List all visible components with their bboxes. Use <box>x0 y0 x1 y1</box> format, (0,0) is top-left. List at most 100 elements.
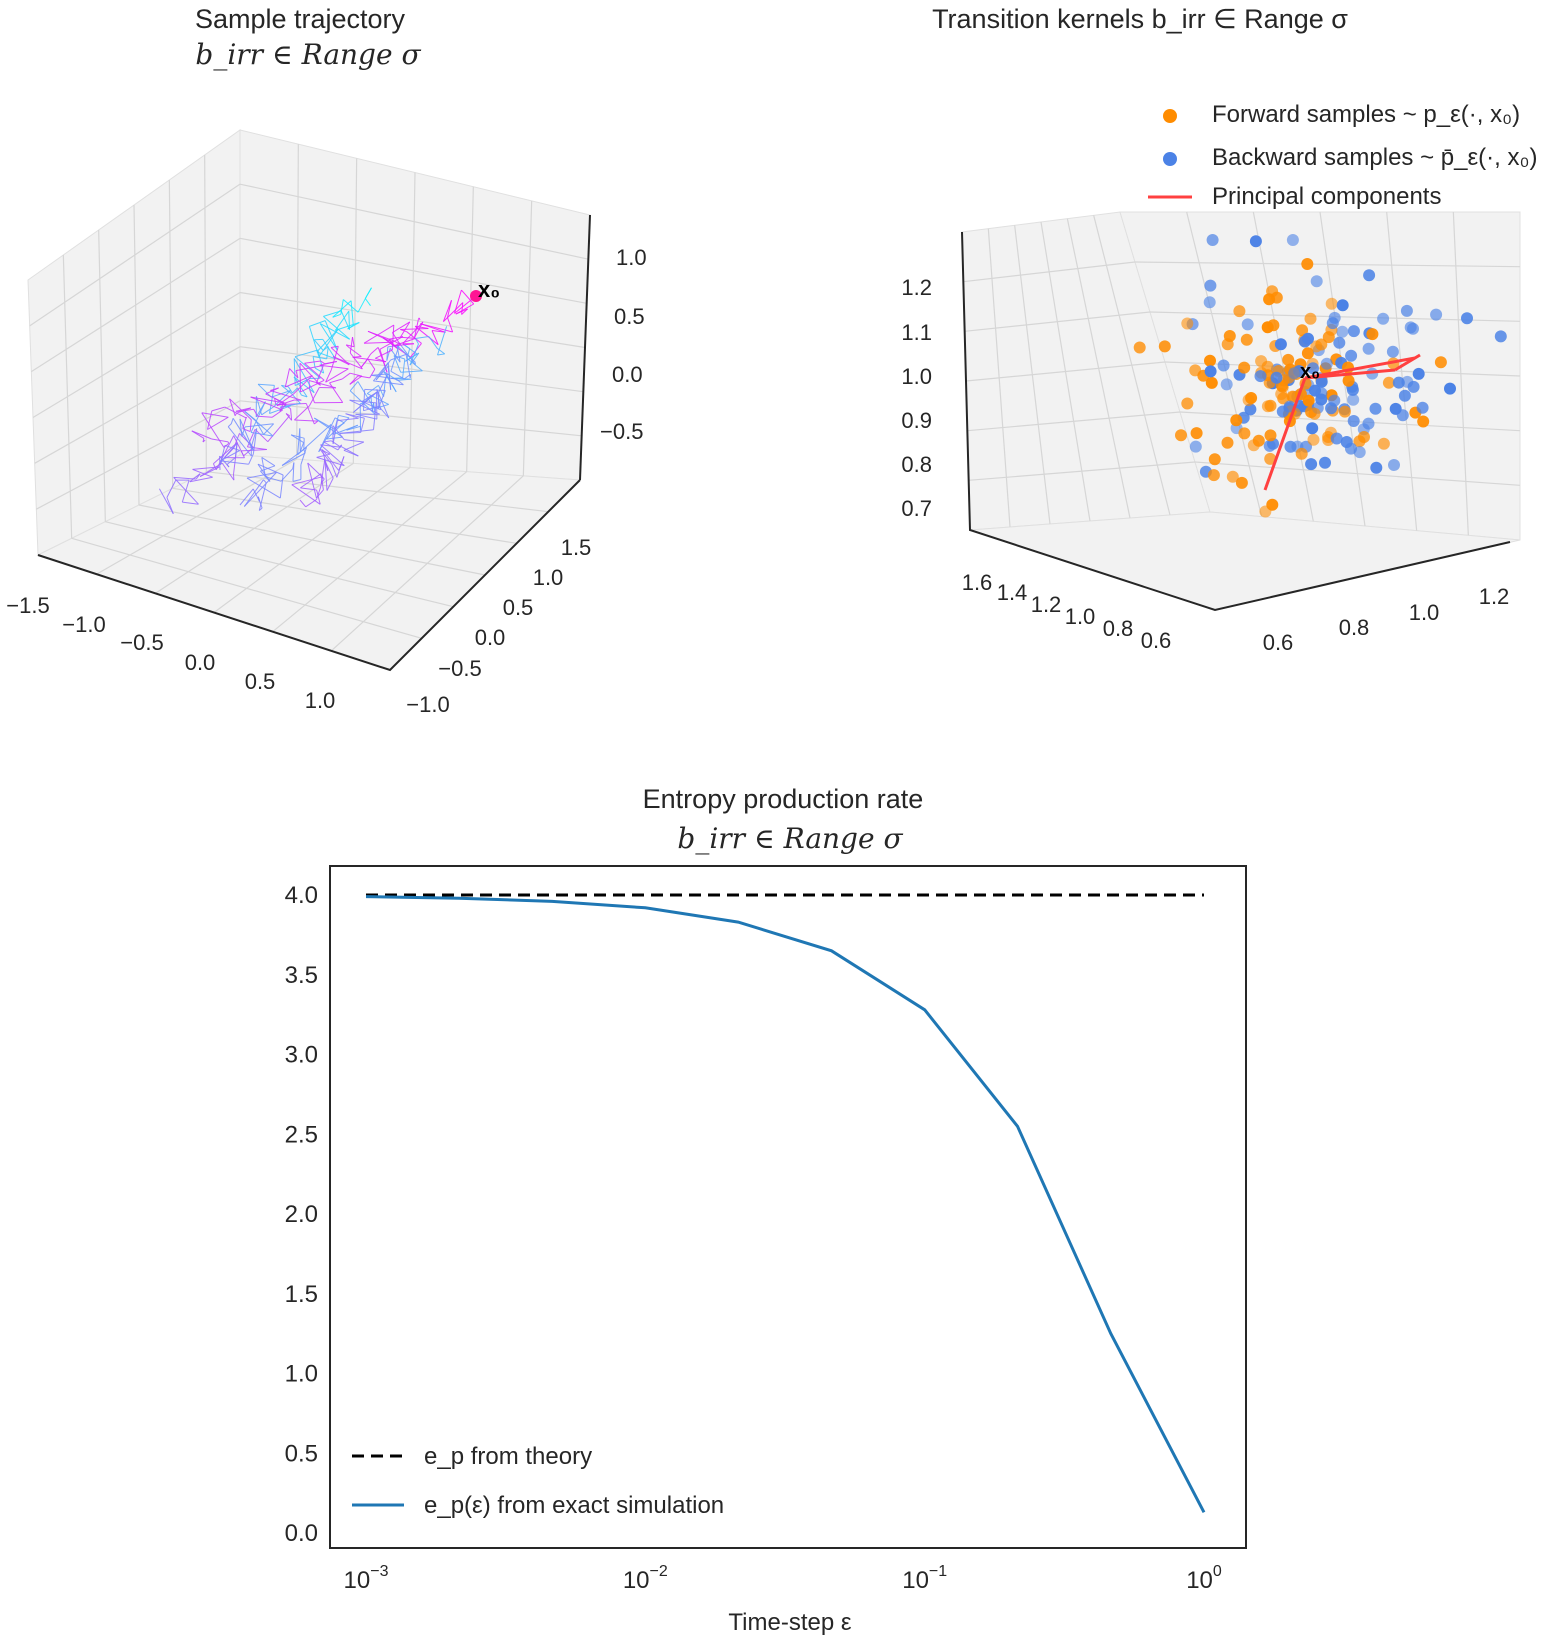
trajectory-segment <box>330 347 350 366</box>
scatter-point <box>1304 312 1317 325</box>
legend-backward-label: Backward samples ~ p̄_ε(·, x₀) <box>1212 144 1537 171</box>
panel-b-x-tick: 1.2 <box>1031 592 1062 617</box>
trajectory-segment <box>201 412 225 448</box>
trajectory-segment <box>316 365 324 383</box>
trajectory-segment <box>191 430 205 439</box>
trajectory-segment <box>215 435 235 471</box>
y-tick-label: 3.5 <box>285 962 318 989</box>
trajectory-segment <box>223 443 229 448</box>
scatter-point <box>1347 325 1360 338</box>
trajectory-segment <box>390 353 407 361</box>
trajectory-segment <box>290 434 305 439</box>
legend-theory-label: e_p from theory <box>424 1443 592 1470</box>
trajectory-segment <box>307 462 317 499</box>
trajectory-segment <box>314 367 324 374</box>
trajectory-segment <box>226 457 236 465</box>
trajectory-segment <box>332 425 345 440</box>
y-tick-label: 0.5 <box>285 1440 318 1467</box>
trajectory-segment <box>265 387 279 395</box>
trajectory-segment <box>284 368 290 388</box>
scatter-point <box>1382 376 1395 389</box>
trajectory-segment <box>367 358 376 370</box>
scatter-point <box>1175 429 1187 442</box>
trajectory-segment <box>199 466 220 477</box>
trajectory-segment <box>313 420 319 425</box>
trajectory-segment <box>334 310 350 331</box>
trajectory-segment <box>301 394 308 398</box>
x-tick-label: 10−1 <box>902 1563 947 1594</box>
trajectory-segment <box>289 368 299 379</box>
trajectory-segment <box>375 359 392 381</box>
x-tick-label: 100 <box>1186 1563 1222 1594</box>
panel-c-legend: e_p from theory e_p(ε) from exact simula… <box>352 1443 724 1519</box>
y-tick-label: 4.0 <box>285 882 318 909</box>
scatter-point <box>1307 433 1320 446</box>
trajectory-segment <box>393 343 415 347</box>
scatter-point <box>1288 367 1301 380</box>
trajectory-segment <box>255 401 266 418</box>
trajectory-segment <box>221 462 235 481</box>
trajectory-segment <box>321 449 340 471</box>
trajectory-segment <box>236 407 252 414</box>
trajectory-segment <box>396 378 404 386</box>
trajectory-segment <box>291 476 323 486</box>
trajectory-segment <box>182 501 199 505</box>
trajectory-segment <box>377 391 380 410</box>
trajectory-segment <box>313 339 324 351</box>
x-tick-label: 10−3 <box>344 1563 389 1594</box>
scatter-point <box>1310 275 1323 288</box>
trajectory-segment <box>303 449 306 454</box>
trajectory-segment <box>242 428 251 432</box>
scatter-point <box>1400 304 1413 317</box>
trajectory-segment <box>349 399 380 415</box>
trajectory-segment <box>316 329 339 353</box>
trajectory-segment <box>213 442 238 465</box>
trajectory-segment <box>299 442 305 452</box>
trajectory-segment <box>392 321 411 334</box>
trajectory-segment <box>250 428 258 448</box>
panel-a-x-tick: −1.5 <box>6 593 49 618</box>
scatter-point <box>1417 415 1430 428</box>
trajectory-segment <box>273 390 292 408</box>
trajectory-segment <box>355 413 378 420</box>
trajectory-segment <box>247 446 267 450</box>
trajectory-segment <box>308 387 320 407</box>
trajectory-segment <box>249 419 252 432</box>
trajectory-segment <box>414 338 419 345</box>
trajectory-segment <box>220 450 240 462</box>
trajectory-segment <box>304 362 325 381</box>
trajectory-segment <box>325 369 332 383</box>
scatter-point <box>1208 453 1221 466</box>
panel-b-x-tick: 1.0 <box>1065 604 1096 629</box>
trajectory-segment <box>294 349 319 358</box>
scatter-point <box>1286 234 1299 246</box>
gridline <box>330 475 524 652</box>
trajectory-segment <box>332 415 339 435</box>
trajectory-segment <box>437 326 448 356</box>
trajectory-segment <box>294 356 321 379</box>
trajectory-segment <box>320 360 326 365</box>
scatter-point <box>1325 402 1338 415</box>
legend-simulation-label: e_p(ε) from exact simulation <box>424 1492 724 1519</box>
scatter-point <box>1315 375 1328 388</box>
simulation-line <box>365 895 1206 1513</box>
scatter-point <box>1252 434 1265 447</box>
panel-b-scatter <box>1133 234 1507 518</box>
gridline <box>239 400 582 437</box>
trajectory-segment <box>332 313 341 318</box>
panel-a-x-tick: 1.0 <box>305 688 336 713</box>
trajectory-segment <box>319 364 349 370</box>
scatter-point <box>1330 432 1343 445</box>
scatter-point <box>1204 279 1217 292</box>
trajectory-segment <box>235 443 238 458</box>
trajectory-segment <box>166 479 177 498</box>
panel-b-y-tick: 0.6 <box>1263 630 1294 655</box>
panel-a-z-tick: −0.5 <box>600 419 643 444</box>
trajectory-segment <box>261 457 266 477</box>
gridline <box>1093 215 1171 516</box>
scatter-point <box>1295 447 1308 460</box>
trajectory-segment <box>331 464 338 478</box>
scatter-point <box>1133 341 1146 354</box>
panel-b-x-tick: 1.6 <box>962 570 993 595</box>
